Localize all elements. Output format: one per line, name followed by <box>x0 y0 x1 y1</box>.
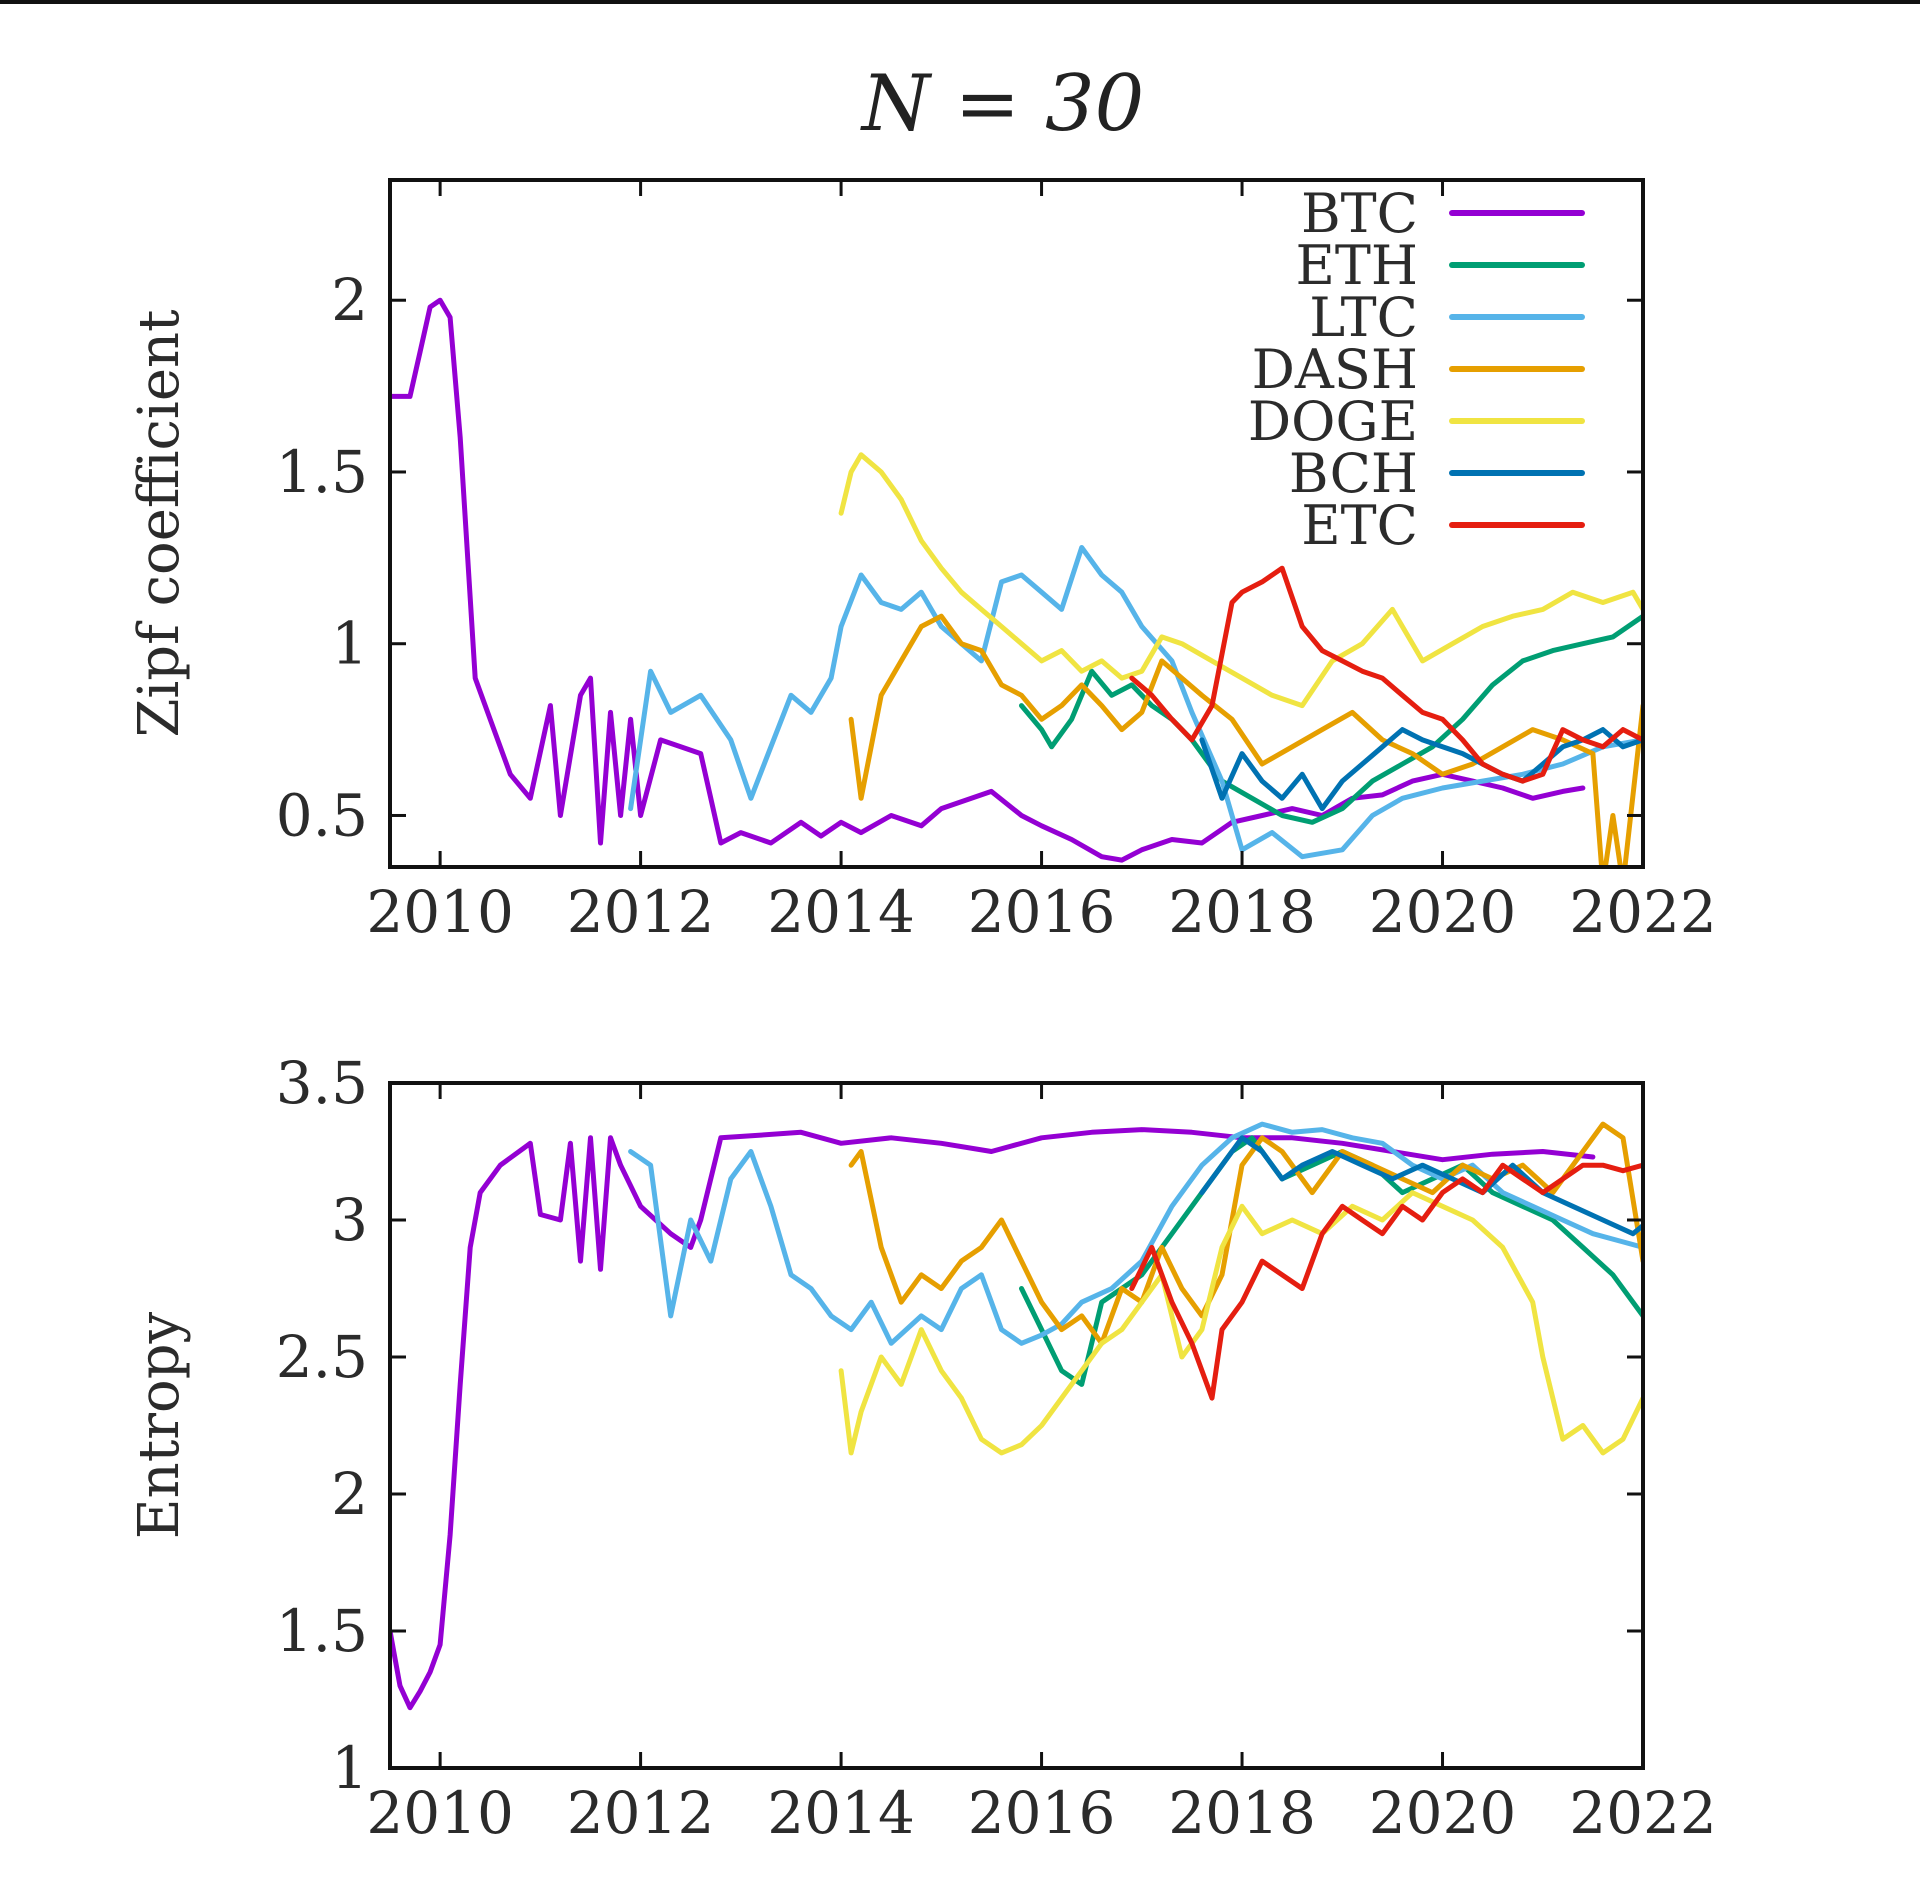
entropy-ylabel: Entropy <box>127 1311 192 1539</box>
entropy-series-doge <box>838 1190 1643 1456</box>
entropy-series-eth <box>1019 1135 1643 1387</box>
zipf-series-doge <box>838 452 1643 709</box>
zipf-series-group <box>390 297 1643 867</box>
zipf-series-bch <box>1199 727 1643 812</box>
zipf-xtick-label: 2014 <box>767 878 915 946</box>
entropy-series-dash <box>848 1121 1643 1346</box>
legend-label-dash: DASH <box>1252 338 1418 401</box>
entropy-xtick-label: 2010 <box>366 1779 514 1847</box>
zipf-xtick-label: 2020 <box>1369 878 1517 946</box>
zipf-xtick-label: 2012 <box>567 878 715 946</box>
zipf-series-etc <box>1129 565 1643 784</box>
legend-label-etc: ETC <box>1301 494 1418 557</box>
zipf-plot-frame <box>388 178 1645 869</box>
entropy-ytick-label: 2 <box>331 1460 368 1528</box>
zipf-series-ltc <box>628 545 1643 860</box>
entropy-xtick-label: 2022 <box>1569 1779 1717 1847</box>
entropy-ytick-label: 3 <box>331 1186 368 1254</box>
zipf-series-eth <box>1019 613 1643 825</box>
legend-label-bch: BCH <box>1289 442 1418 505</box>
entropy-ytick-label: 1 <box>331 1734 368 1802</box>
zipf-ytick-label: 0.5 <box>276 781 368 849</box>
zipf-series-btc <box>390 297 1586 863</box>
entropy-series-etc <box>1129 1162 1643 1401</box>
zipf-panel: 2010 2012 2014 2016 2018 2020 2022 0.5 1 1.5 2 Zipf… <box>127 178 1717 946</box>
entropy-panel: 2010 2012 2014 2016 2018 2020 2022 1 1.5 2 2.5 3 3.5… <box>127 1049 1717 1847</box>
zipf-ylabel: Zipf coefficient <box>127 309 192 738</box>
top-rule <box>0 0 1920 4</box>
entropy-xtick-label: 2018 <box>1168 1779 1316 1847</box>
entropy-series-group <box>390 1121 1643 1711</box>
zipf-series-dash <box>848 613 1643 867</box>
entropy-xtick-label: 2012 <box>567 1779 715 1847</box>
entropy-ytick-label: 1.5 <box>276 1597 368 1665</box>
entropy-xtick-label: 2020 <box>1369 1779 1517 1847</box>
legend-label-btc: BTC <box>1301 182 1418 245</box>
zipf-ytick-label: 1 <box>331 610 368 678</box>
entropy-xtick-label: 2014 <box>767 1779 915 1847</box>
zipf-xtick-label: 2022 <box>1569 878 1717 946</box>
zipf-xtick-label: 2016 <box>968 878 1116 946</box>
zipf-ytick-label: 2 <box>331 266 368 334</box>
legend-label-ltc: LTC <box>1309 286 1418 349</box>
figure-title: N = 30 <box>860 59 1144 149</box>
zipf-xtick-label: 2010 <box>366 878 514 946</box>
entropy-series-bch <box>1199 1135 1643 1237</box>
entropy-ytick-label: 3.5 <box>276 1049 368 1117</box>
entropy-series-btc <box>390 1127 1596 1711</box>
entropy-xtick-label: 2016 <box>968 1779 1116 1847</box>
entropy-plot-frame <box>388 1081 1645 1770</box>
zipf-ytick-label: 1.5 <box>276 438 368 506</box>
legend-label-doge: DOGE <box>1248 390 1418 453</box>
zipf-xtick-label: 2018 <box>1168 878 1316 946</box>
entropy-ytick-label: 2.5 <box>276 1323 368 1391</box>
legend-label-eth: ETH <box>1295 234 1418 297</box>
